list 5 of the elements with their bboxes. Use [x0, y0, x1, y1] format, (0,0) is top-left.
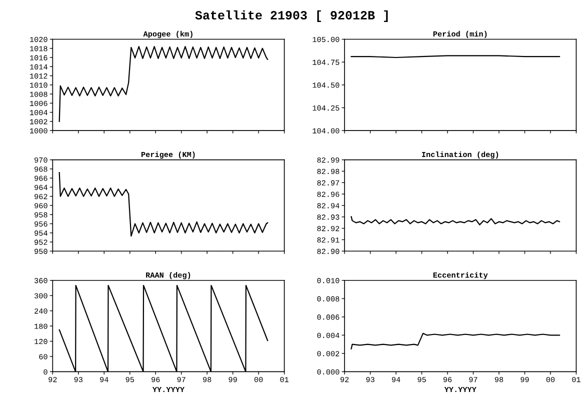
line-series: [350, 216, 560, 226]
text: Satellite 21903 [ 92012B ]: [195, 10, 388, 22]
line-series: [58, 172, 268, 237]
line-series: [350, 332, 560, 350]
line-series: [58, 46, 268, 122]
